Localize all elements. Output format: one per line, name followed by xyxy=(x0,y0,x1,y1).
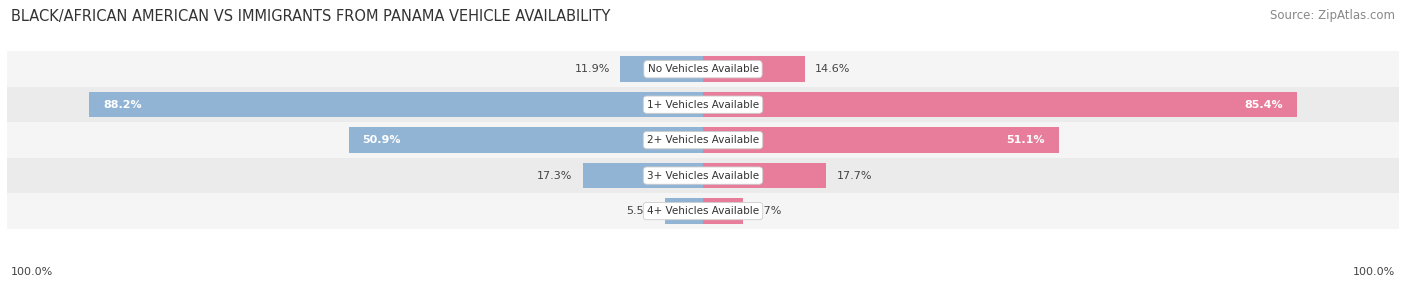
Text: Source: ZipAtlas.com: Source: ZipAtlas.com xyxy=(1270,9,1395,21)
Text: 5.5%: 5.5% xyxy=(626,206,654,216)
Bar xyxy=(703,92,1298,118)
Bar xyxy=(7,158,1399,193)
Text: 4+ Vehicles Available: 4+ Vehicles Available xyxy=(647,206,759,216)
Bar xyxy=(703,198,742,224)
Text: 17.7%: 17.7% xyxy=(837,171,872,180)
Text: 51.1%: 51.1% xyxy=(1007,135,1045,145)
Bar xyxy=(582,163,703,188)
Text: 11.9%: 11.9% xyxy=(575,64,610,74)
Text: 3+ Vehicles Available: 3+ Vehicles Available xyxy=(647,171,759,180)
Text: 2+ Vehicles Available: 2+ Vehicles Available xyxy=(647,135,759,145)
Text: 14.6%: 14.6% xyxy=(815,64,851,74)
Text: No Vehicles Available: No Vehicles Available xyxy=(648,64,758,74)
Bar xyxy=(7,51,1399,87)
Bar xyxy=(349,127,703,153)
Text: 100.0%: 100.0% xyxy=(11,267,53,277)
Bar xyxy=(665,198,703,224)
Text: 1+ Vehicles Available: 1+ Vehicles Available xyxy=(647,100,759,110)
Text: 5.7%: 5.7% xyxy=(754,206,782,216)
Text: 85.4%: 85.4% xyxy=(1244,100,1284,110)
Text: 17.3%: 17.3% xyxy=(537,171,572,180)
Text: 88.2%: 88.2% xyxy=(103,100,142,110)
Bar xyxy=(620,56,703,82)
Bar xyxy=(7,193,1399,229)
Text: 100.0%: 100.0% xyxy=(1353,267,1395,277)
Text: 50.9%: 50.9% xyxy=(363,135,401,145)
Bar xyxy=(7,122,1399,158)
Bar xyxy=(7,87,1399,122)
Bar xyxy=(703,56,804,82)
Bar xyxy=(703,127,1059,153)
Bar xyxy=(703,163,827,188)
Bar xyxy=(89,92,703,118)
Text: BLACK/AFRICAN AMERICAN VS IMMIGRANTS FROM PANAMA VEHICLE AVAILABILITY: BLACK/AFRICAN AMERICAN VS IMMIGRANTS FRO… xyxy=(11,9,610,23)
